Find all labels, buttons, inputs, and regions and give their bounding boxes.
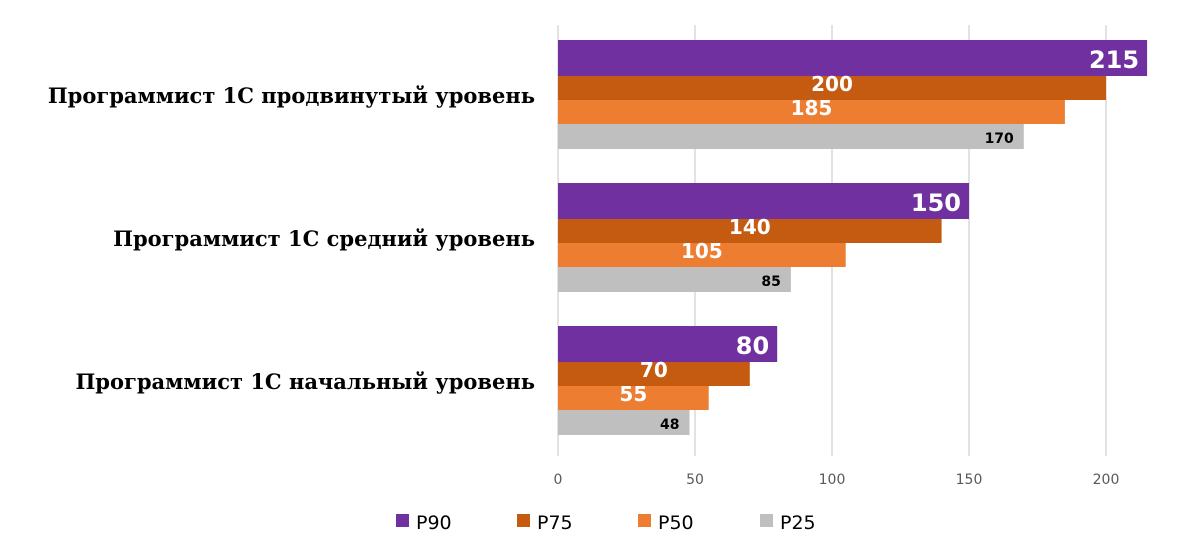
- bar-p25: [558, 410, 690, 435]
- legend-label: P75: [537, 512, 573, 534]
- data-label: 70: [640, 358, 668, 382]
- data-label: 150: [911, 189, 961, 217]
- legend-swatch-p50: [638, 514, 651, 527]
- data-label: 85: [761, 274, 780, 290]
- legend-swatch-p75: [517, 514, 530, 527]
- bar-p75: [558, 76, 1106, 100]
- data-label: 170: [985, 131, 1014, 147]
- legend-swatch-p25: [760, 514, 773, 527]
- data-label: 200: [811, 72, 853, 96]
- bar-p90: [558, 326, 778, 362]
- legend-label: P50: [658, 512, 694, 534]
- data-label: 80: [736, 332, 769, 360]
- x-tick-label: 0: [554, 472, 563, 488]
- data-label: 215: [1089, 46, 1139, 74]
- bar-p50: [558, 100, 1065, 124]
- bar-p90: [558, 183, 969, 219]
- data-label: 55: [619, 382, 647, 406]
- legend-label: P90: [416, 512, 452, 534]
- bar-p25: [558, 124, 1024, 149]
- category-label: Программист 1С начальный уровень: [75, 369, 535, 394]
- data-label: 48: [660, 417, 679, 433]
- bar-p25: [558, 267, 791, 292]
- bar-p75: [558, 219, 942, 243]
- bar-p50: [558, 386, 709, 410]
- bar-p75: [558, 362, 750, 386]
- category-label: Программист 1С продвинутый уровень: [48, 83, 535, 108]
- x-tick-label: 200: [1093, 472, 1120, 488]
- bar-p50: [558, 243, 846, 267]
- data-label: 105: [681, 239, 723, 263]
- x-tick-label: 100: [819, 472, 846, 488]
- bar-p90: [558, 40, 1148, 76]
- x-tick-label: 50: [686, 472, 704, 488]
- data-label: 185: [791, 96, 833, 120]
- data-label: 140: [729, 215, 771, 239]
- x-tick-label: 150: [956, 472, 983, 488]
- legend-swatch-p90: [396, 514, 409, 527]
- category-label: Программист 1С средний уровень: [113, 226, 535, 251]
- legend-label: P25: [780, 512, 816, 534]
